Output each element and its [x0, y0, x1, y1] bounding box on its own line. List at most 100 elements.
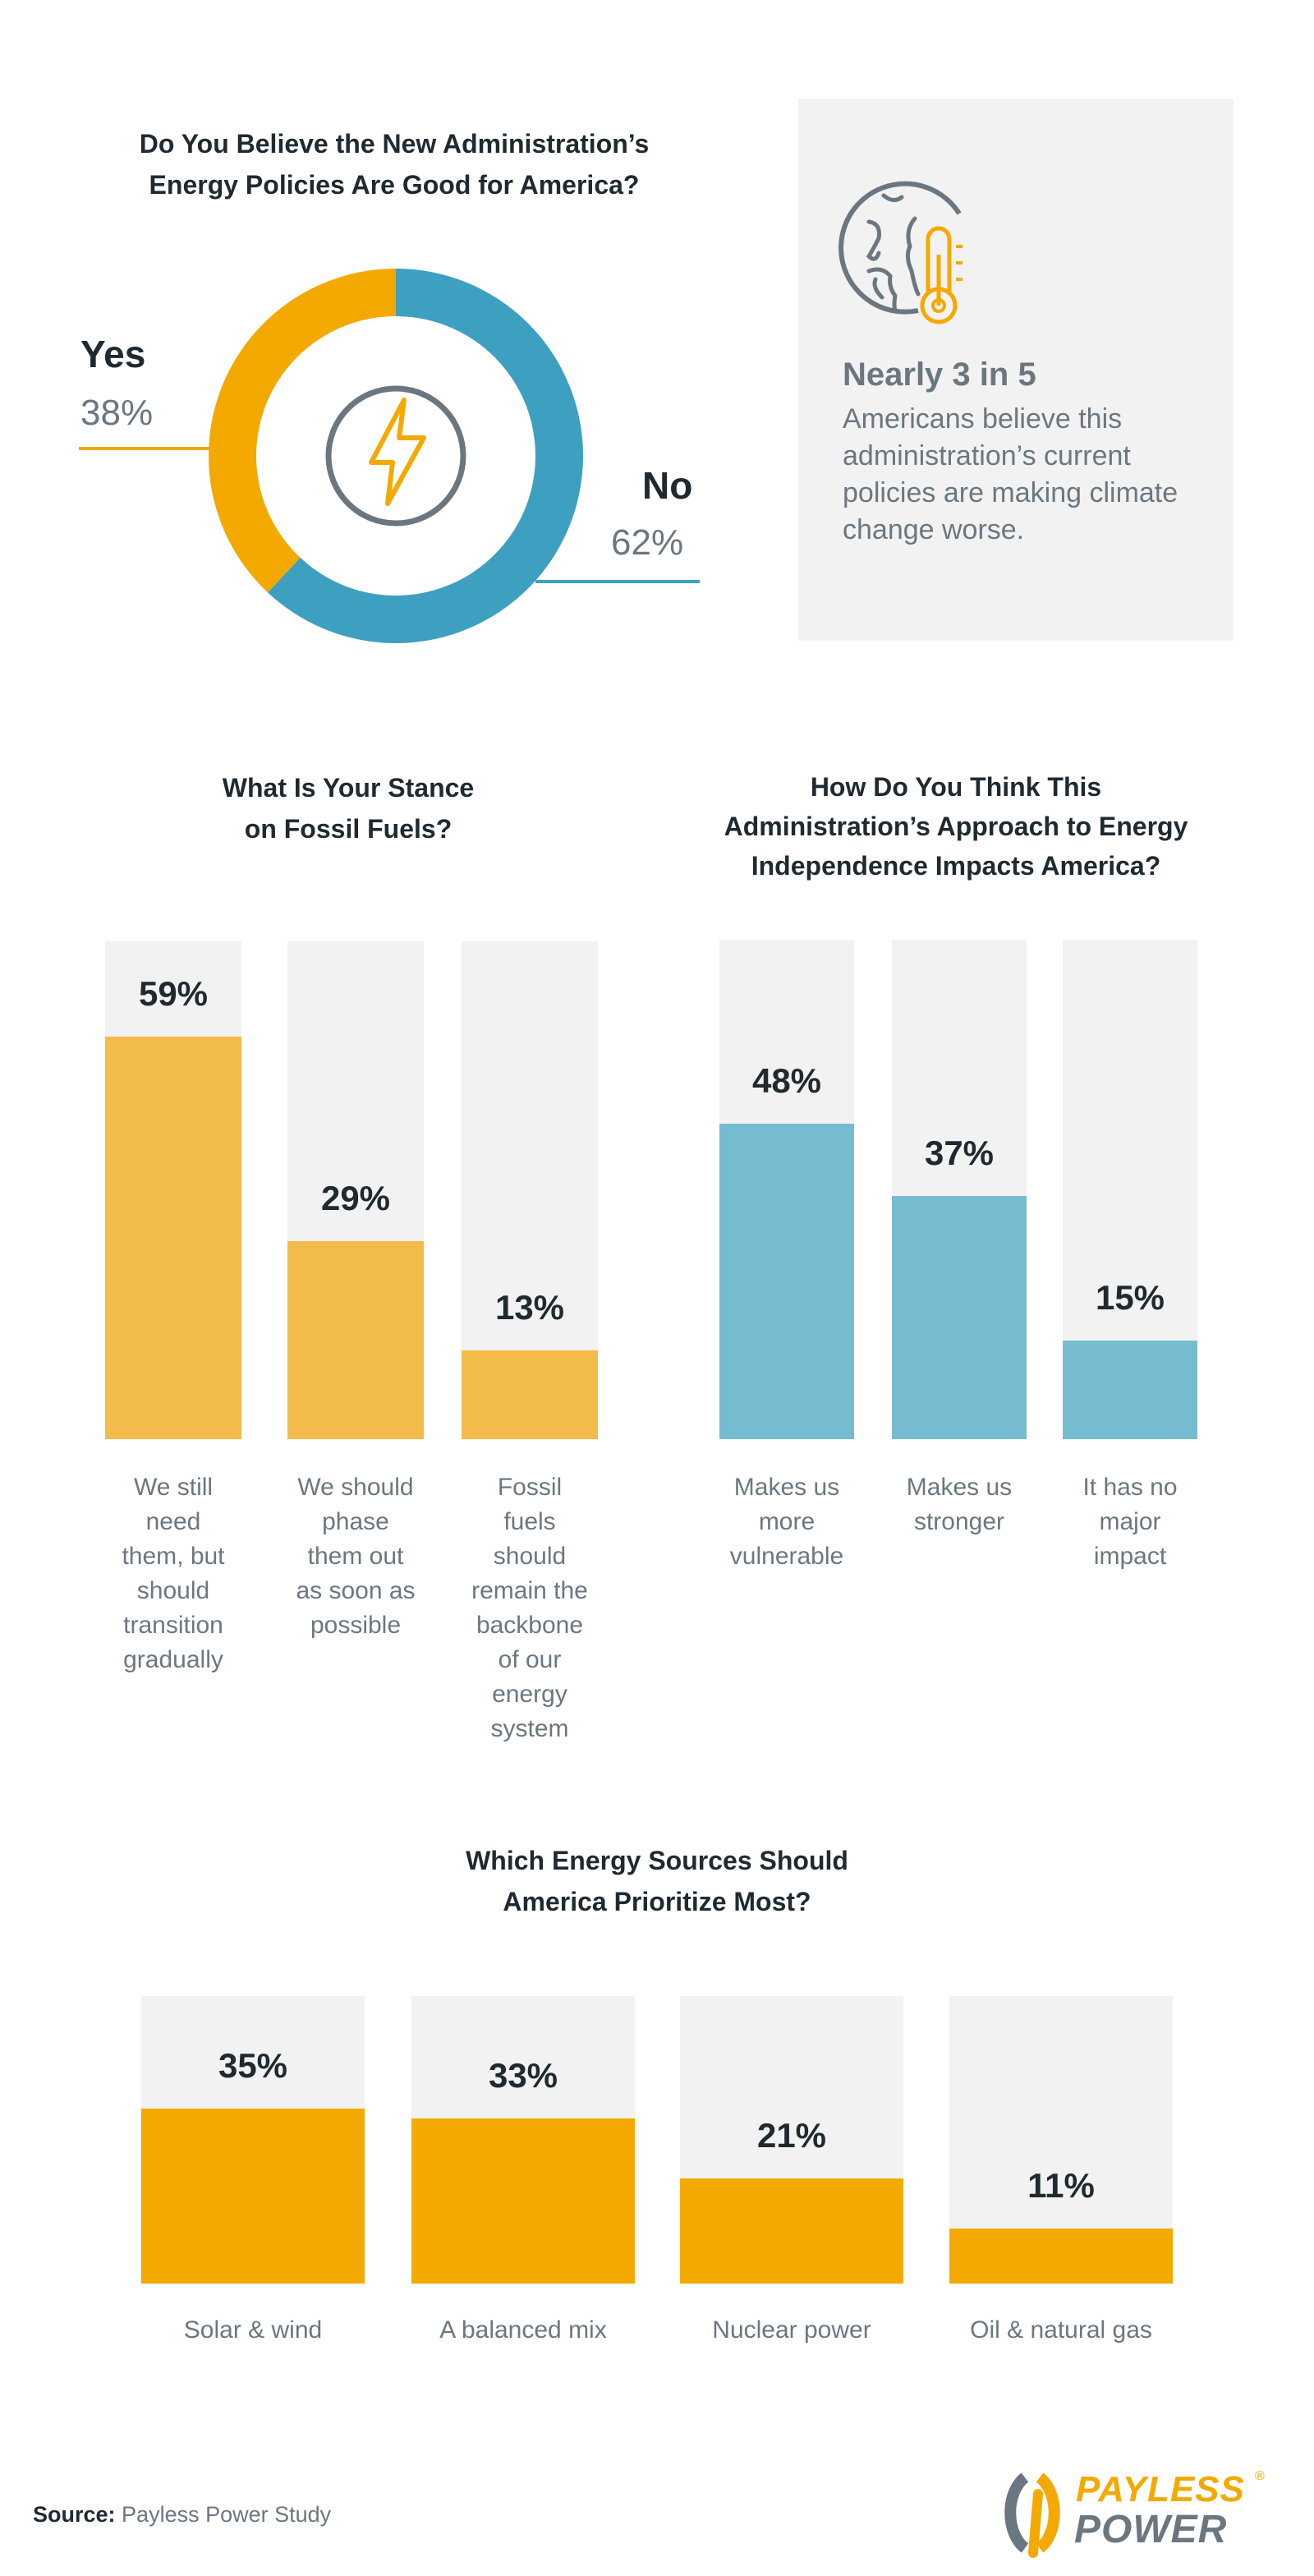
- fossil-bar-value: 13%: [494, 1288, 565, 1327]
- sources-bar: 21%: [680, 1996, 903, 2284]
- fossil-bar-category: Fossil fuels should remain the backbone of ou…: [445, 1470, 614, 1746]
- sources-bar: 33%: [411, 1996, 635, 2284]
- donut-slice-yes: [209, 269, 396, 593]
- sources-bar-fill: [141, 2108, 365, 2284]
- no-value: 62%: [611, 522, 684, 563]
- independence-bar-fill: [892, 1196, 1027, 1439]
- category-line: major: [1099, 1508, 1161, 1535]
- independence-bar-fill: [1063, 1341, 1197, 1439]
- independence-bar-value: 48%: [751, 1061, 822, 1100]
- center-ring: [325, 385, 466, 527]
- category-line: phase: [322, 1508, 389, 1535]
- fossil-title-line: on Fossil Fuels?: [244, 814, 453, 844]
- category-line: impact: [1093, 1543, 1167, 1570]
- no-leader-line: [535, 580, 700, 583]
- logo-registered: ®: [1255, 2469, 1265, 2483]
- category-line: remain the: [471, 1577, 588, 1604]
- independence-bar: 48%: [719, 940, 854, 1439]
- sources-bar-fill: [411, 2118, 635, 2284]
- fossil-bar: 59%: [105, 941, 241, 1439]
- category-line: Makes us: [733, 1474, 840, 1501]
- sources-bar-value: 21%: [756, 2115, 827, 2155]
- independence-title-line: How Do You Think This: [810, 772, 1102, 802]
- category-line: A balanced mix: [439, 2316, 607, 2344]
- callout-card: Nearly 3 in 5 Americans believe this adm…: [798, 99, 1234, 641]
- callout-body: Americans believe this administration’s …: [843, 403, 1178, 545]
- source-label: Source:: [33, 2502, 116, 2527]
- sources-bar: 35%: [141, 1996, 365, 2284]
- fossil-bar-fill: [287, 1241, 424, 1439]
- payless-power-logo: PAYLESS ® POWER: [994, 2469, 1289, 2560]
- category-line: We should: [297, 1474, 414, 1501]
- category-line: should: [136, 1577, 210, 1604]
- donut-title-line: Energy Policies Are Good for America?: [149, 170, 640, 200]
- fossil-bar-fill: [105, 1037, 241, 1439]
- source-note: Source: Payless Power Study: [33, 2502, 331, 2528]
- independence-bar-fill: [719, 1124, 854, 1439]
- fossil-bar-value: 59%: [138, 974, 209, 1014]
- category-line: We still: [133, 1474, 214, 1501]
- sources-bar-category: A balanced mix: [395, 2313, 651, 2348]
- sources-bar-fill: [680, 2178, 903, 2284]
- donut-chart: [209, 269, 583, 643]
- category-line: Nuclear power: [712, 2316, 871, 2344]
- independence-bar-category: Makes us stronger: [875, 1470, 1043, 1539]
- fossil-bar: 29%: [287, 941, 424, 1439]
- globe-thermometer-icon: [838, 181, 963, 324]
- sources-bar-value: 33%: [488, 2055, 558, 2095]
- sources-title: Which Energy Sources Should America Prio…: [370, 1840, 944, 1922]
- fossil-bar: 13%: [462, 941, 598, 1439]
- independence-title: How Do You Think This Administration’s A…: [668, 767, 1243, 886]
- category-line: possible: [310, 1612, 402, 1639]
- donut-title-line: Do You Believe the New Administration’s: [139, 129, 650, 159]
- category-line: as soon as: [296, 1577, 416, 1604]
- sources-bar-fill: [949, 2228, 1173, 2284]
- category-line: system: [490, 1715, 569, 1742]
- yes-label: Yes: [80, 333, 146, 375]
- callout-headline: Nearly 3 in 5: [843, 356, 1036, 393]
- lightning-bolt-icon: [369, 398, 426, 506]
- independence-bar-category: Makes us more vulnerable: [703, 1470, 871, 1574]
- yes-leader-line: [79, 447, 210, 450]
- sources-title-line: America Prioritize Most?: [503, 1887, 811, 1916]
- donut-slice-no: [267, 269, 583, 643]
- category-line: stronger: [913, 1508, 1005, 1535]
- fossil-title-line: What Is Your Stance: [222, 773, 475, 803]
- category-line: them out: [307, 1543, 404, 1570]
- fossil-title: What Is Your Stance on Fossil Fuels?: [102, 767, 595, 849]
- sources-bar-value: 11%: [1027, 2165, 1095, 2205]
- category-line: vulnerable: [729, 1543, 844, 1570]
- no-label: No: [642, 464, 693, 507]
- category-line: need: [145, 1508, 201, 1535]
- fossil-bar-fill: [462, 1350, 598, 1439]
- source-text: Payless Power Study: [122, 2502, 332, 2527]
- sources-bar-category: Solar & wind: [125, 2313, 381, 2348]
- category-line: backbone: [476, 1612, 584, 1639]
- sources-bar: 11%: [949, 1996, 1173, 2284]
- independence-bar-value: 15%: [1095, 1278, 1165, 1317]
- sources-title-line: Which Energy Sources Should: [466, 1846, 848, 1875]
- independence-title-line: Administration’s Approach to Energy: [724, 812, 1188, 841]
- independence-bar-category: It has no major impact: [1046, 1470, 1214, 1574]
- sources-bar-value: 35%: [218, 2045, 288, 2085]
- independence-bar-value: 37%: [924, 1134, 995, 1172]
- logo-text-power: POWER: [1074, 2508, 1228, 2551]
- category-line: gradually: [123, 1646, 223, 1673]
- category-line: Makes us: [906, 1474, 1013, 1501]
- donut-title: Do You Believe the New Administration’s …: [66, 123, 723, 205]
- category-line: Fossil: [497, 1474, 563, 1501]
- category-line: transition: [123, 1612, 223, 1639]
- fossil-bar-category: We should phase them out as soon as possible: [271, 1470, 440, 1643]
- fossil-bar-value: 29%: [320, 1179, 391, 1218]
- independence-bar: 15%: [1063, 940, 1197, 1439]
- sources-bar-category: Nuclear power: [664, 2313, 920, 2348]
- category-line: should: [493, 1543, 567, 1570]
- category-line: It has no: [1082, 1474, 1178, 1501]
- logo-text-payless: PAYLESS: [1076, 2469, 1245, 2509]
- logo-mark-icon: [1004, 2472, 1060, 2558]
- category-line: of our: [498, 1646, 562, 1673]
- independence-bar: 37%: [892, 940, 1027, 1439]
- category-line: Solar & wind: [183, 2316, 323, 2344]
- category-line: them, but: [122, 1543, 225, 1570]
- category-line: more: [758, 1508, 816, 1535]
